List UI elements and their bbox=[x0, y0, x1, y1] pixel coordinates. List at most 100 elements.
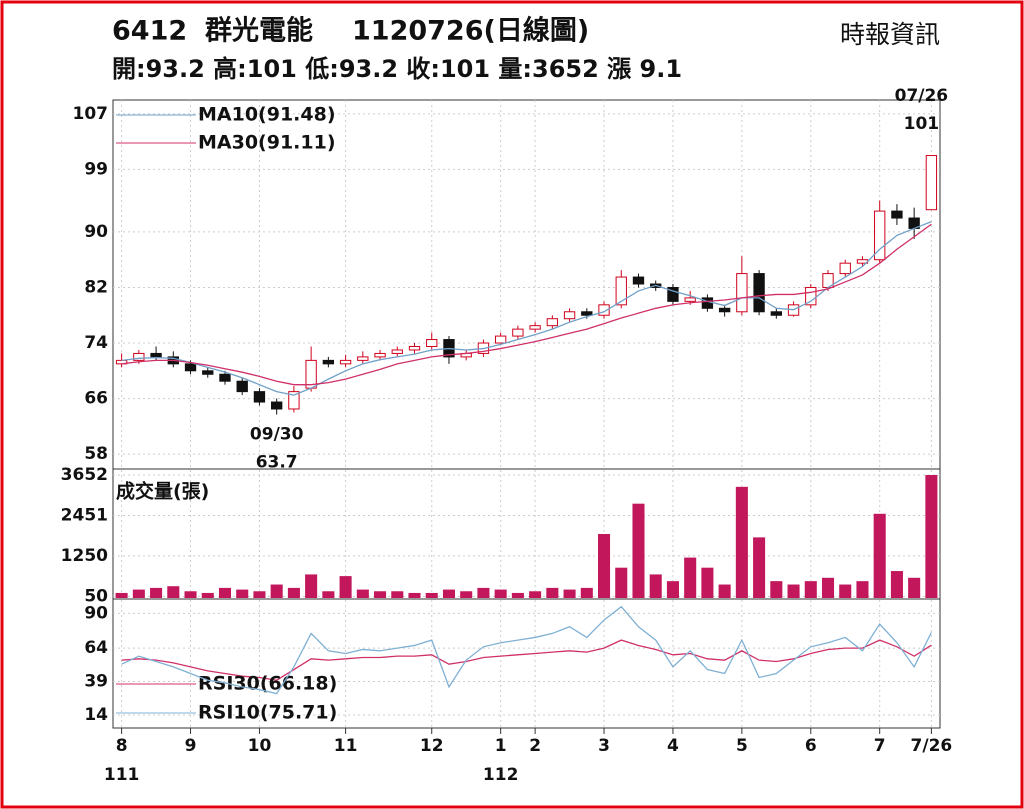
candle-body bbox=[598, 304, 610, 316]
candle-body bbox=[357, 356, 369, 361]
bar bbox=[615, 567, 628, 598]
bar bbox=[735, 486, 748, 598]
candle-body bbox=[615, 276, 627, 306]
x-tick-label: 2 bbox=[529, 736, 541, 756]
bar bbox=[546, 587, 559, 598]
bar bbox=[201, 592, 214, 598]
bar bbox=[115, 592, 128, 598]
x-tick-label: 6 bbox=[805, 736, 817, 756]
candle-body bbox=[891, 210, 903, 219]
bar bbox=[873, 513, 886, 598]
bar bbox=[701, 567, 714, 598]
line bbox=[121, 221, 932, 396]
bar bbox=[821, 577, 835, 598]
candle-body bbox=[718, 307, 731, 313]
bar bbox=[666, 581, 679, 598]
annotation-date: 09/30 bbox=[250, 425, 304, 445]
candle-body bbox=[133, 352, 145, 361]
x-tick-label: 7/26 bbox=[911, 736, 953, 756]
plot-frame bbox=[112, 99, 941, 729]
y-tick-label: 74 bbox=[84, 333, 108, 353]
candle-body bbox=[512, 328, 524, 337]
bar bbox=[150, 587, 163, 598]
bar bbox=[649, 574, 662, 598]
y-tick-label: 3652 bbox=[61, 465, 108, 485]
candle-body bbox=[219, 373, 231, 382]
candle-body bbox=[236, 380, 248, 393]
candle-body bbox=[736, 273, 748, 313]
annotation-date: 07/26 bbox=[895, 86, 949, 106]
bar bbox=[839, 584, 852, 598]
bar bbox=[580, 587, 593, 598]
bar bbox=[167, 586, 180, 598]
y-tick-label: 99 bbox=[84, 159, 108, 179]
bar bbox=[511, 592, 524, 598]
candle-body bbox=[426, 339, 438, 347]
bar bbox=[563, 589, 576, 598]
candle-body bbox=[253, 391, 266, 403]
year-label: 112 bbox=[483, 765, 519, 785]
x-tick-label: 1 bbox=[495, 736, 507, 756]
candle-body bbox=[339, 359, 352, 365]
candle-body bbox=[701, 297, 714, 309]
bar bbox=[494, 589, 507, 598]
y-tick-label: 14 bbox=[84, 705, 108, 725]
y-tick-label: 2451 bbox=[61, 505, 108, 525]
bar bbox=[477, 587, 490, 598]
candle-body bbox=[529, 325, 541, 330]
bar bbox=[132, 589, 145, 598]
bar bbox=[856, 581, 869, 598]
bar bbox=[442, 589, 455, 598]
candle-body bbox=[632, 276, 645, 285]
bar bbox=[287, 587, 300, 598]
candle-body bbox=[288, 391, 300, 410]
y-tick-label: 64 bbox=[84, 638, 108, 658]
y-tick-label: 58 bbox=[84, 444, 108, 464]
candle-body bbox=[839, 262, 851, 275]
candle-body bbox=[770, 311, 782, 316]
x-tick-label: 10 bbox=[248, 736, 272, 756]
x-tick-label: 3 bbox=[598, 736, 610, 756]
bar bbox=[753, 537, 766, 598]
candle-body bbox=[202, 370, 214, 375]
candle-body bbox=[667, 286, 679, 302]
candle-body bbox=[374, 352, 386, 358]
candle-body bbox=[494, 335, 507, 344]
candle-body bbox=[581, 311, 593, 316]
legend-entry: MA10(91.48) bbox=[198, 104, 336, 126]
candle-body bbox=[563, 311, 576, 320]
y-tick-label: 90 bbox=[84, 603, 108, 623]
bar bbox=[890, 571, 903, 598]
line bbox=[121, 223, 932, 386]
legend-entry: MA30(91.11) bbox=[198, 132, 336, 154]
bar bbox=[804, 581, 817, 598]
bar bbox=[236, 589, 249, 598]
bar bbox=[356, 589, 369, 598]
candle-body bbox=[391, 349, 403, 354]
chart-title: 1120726(日線圖) bbox=[352, 15, 589, 47]
candle-body bbox=[271, 401, 283, 410]
bar bbox=[908, 577, 921, 598]
bar bbox=[684, 557, 697, 598]
bar bbox=[391, 591, 404, 598]
bar bbox=[322, 591, 335, 598]
stock-name: 群光電能 bbox=[205, 15, 313, 47]
bar bbox=[770, 581, 783, 598]
candle-body bbox=[115, 359, 128, 365]
y-tick-label: 82 bbox=[84, 277, 108, 297]
candle-body bbox=[753, 273, 765, 313]
bar bbox=[253, 591, 266, 598]
bar bbox=[925, 474, 938, 598]
bar bbox=[718, 584, 731, 598]
bar bbox=[218, 587, 232, 598]
stock-code: 6412 bbox=[112, 16, 187, 47]
candle-body bbox=[546, 318, 559, 327]
y-tick-label: 90 bbox=[84, 222, 108, 242]
bar bbox=[425, 592, 438, 598]
candle-body bbox=[322, 359, 335, 365]
x-tick-label: 11 bbox=[334, 736, 358, 756]
y-tick-label: 66 bbox=[84, 389, 108, 409]
candle-body bbox=[150, 352, 162, 358]
y-tick-label: 39 bbox=[84, 672, 108, 692]
